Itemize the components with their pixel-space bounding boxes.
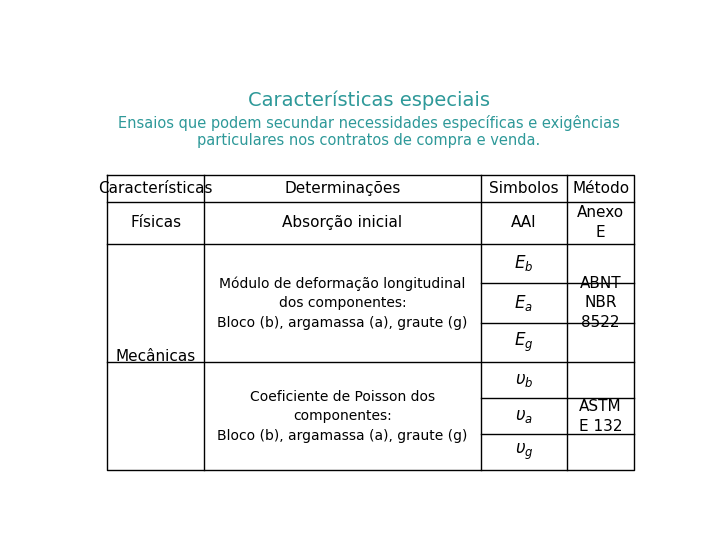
Text: Características: Características bbox=[99, 181, 213, 196]
Text: $E_a$: $E_a$ bbox=[514, 293, 534, 313]
Text: Mecânicas: Mecânicas bbox=[115, 349, 196, 364]
Text: $E_g$: $E_g$ bbox=[514, 331, 534, 354]
Text: AAI: AAI bbox=[511, 215, 536, 230]
Text: ABNT
NBR
8522: ABNT NBR 8522 bbox=[580, 275, 621, 330]
Text: ASTM
E 132: ASTM E 132 bbox=[579, 399, 622, 434]
Text: $\upsilon_a$: $\upsilon_a$ bbox=[515, 407, 533, 425]
Text: $\upsilon_b$: $\upsilon_b$ bbox=[515, 371, 533, 389]
Text: Características especiais: Características especiais bbox=[248, 90, 490, 110]
Text: Método: Método bbox=[572, 181, 629, 196]
Text: Absorção inicial: Absorção inicial bbox=[282, 215, 402, 230]
Text: Determinações: Determinações bbox=[284, 181, 401, 196]
Text: Simbolos: Simbolos bbox=[489, 181, 559, 196]
Text: Ensaios que podem secundar necessidades específicas e exigências
particulares no: Ensaios que podem secundar necessidades … bbox=[118, 114, 620, 148]
Text: $\upsilon_g$: $\upsilon_g$ bbox=[515, 442, 533, 462]
Text: Coeficiente de Poisson dos
componentes:
Bloco (b), argamassa (a), graute (g): Coeficiente de Poisson dos componentes: … bbox=[217, 390, 468, 443]
Text: $E_b$: $E_b$ bbox=[514, 253, 534, 273]
Text: Anexo
E: Anexo E bbox=[577, 205, 624, 240]
Text: Físicas: Físicas bbox=[130, 215, 181, 230]
Text: Módulo de deformação longitudinal
dos componentes:
Bloco (b), argamassa (a), gra: Módulo de deformação longitudinal dos co… bbox=[217, 276, 468, 329]
